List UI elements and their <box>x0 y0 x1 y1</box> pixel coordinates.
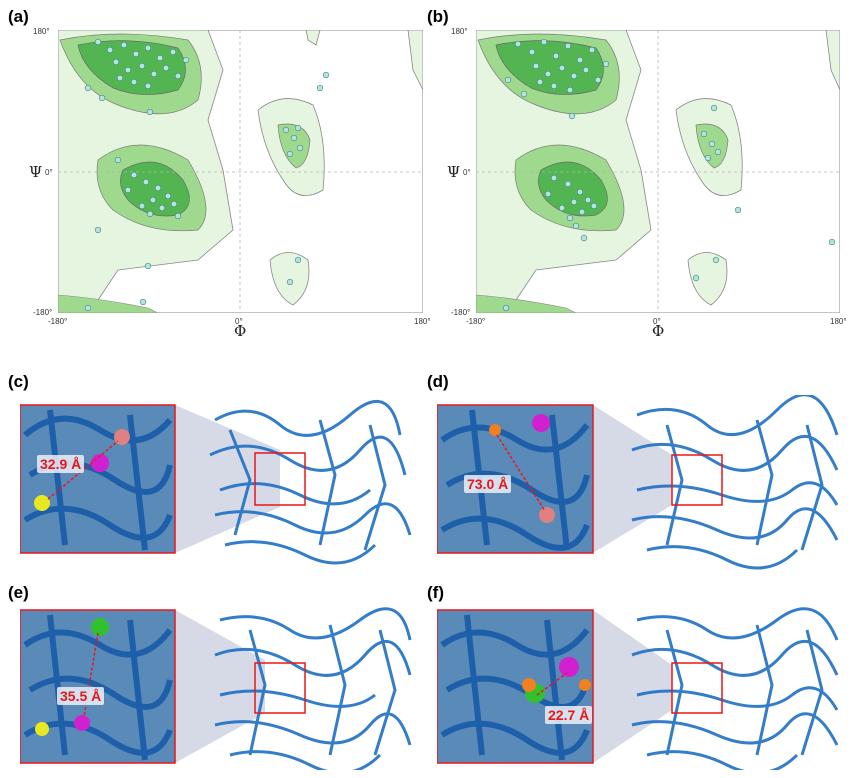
distance-label-c: 32.9 Å <box>37 455 85 473</box>
panel-label-c: (c) <box>8 372 29 391</box>
x-axis-label-b: Φ <box>652 322 665 340</box>
panel-label-b: (b) <box>427 7 449 26</box>
x-tick-left-a: -180° <box>48 317 68 326</box>
y-tick-bottom-a: -180° <box>33 308 53 317</box>
panel-label-f: (f) <box>427 583 444 602</box>
x-axis-label-a: Φ <box>234 322 247 340</box>
structure-panel-e <box>19 605 420 775</box>
structure-panel-d <box>436 393 847 575</box>
ramachandran-plot-a <box>57 29 424 314</box>
panel-label-e: (e) <box>8 583 29 602</box>
x-tick-left-b: -180° <box>466 317 486 326</box>
distance-label-e: 35.5 Å <box>57 687 105 705</box>
distance-label-f: 22.7 Å <box>545 706 593 724</box>
ramachandran-plot-b <box>475 29 841 314</box>
y-axis-label-a: Ψ <box>29 163 43 181</box>
x-tick-mid-a: 0° <box>235 317 243 326</box>
panel-label-d: (d) <box>427 372 449 391</box>
distance-label-d: 73.0 Å <box>464 475 512 493</box>
structure-panel-f <box>436 605 847 775</box>
structure-panel-c <box>19 395 420 575</box>
y-tick-mid-b: 0° <box>463 168 471 177</box>
x-tick-right-a: 180° <box>414 317 431 326</box>
x-tick-right-b: 180° <box>830 317 847 326</box>
y-tick-top-b: 180° <box>451 27 468 36</box>
y-axis-label-b: Ψ <box>447 163 461 181</box>
x-tick-mid-b: 0° <box>653 317 661 326</box>
panel-label-a: (a) <box>8 7 29 26</box>
y-tick-bottom-b: -180° <box>451 308 471 317</box>
y-tick-mid-a: 0° <box>45 168 53 177</box>
y-tick-top-a: 180° <box>33 27 50 36</box>
